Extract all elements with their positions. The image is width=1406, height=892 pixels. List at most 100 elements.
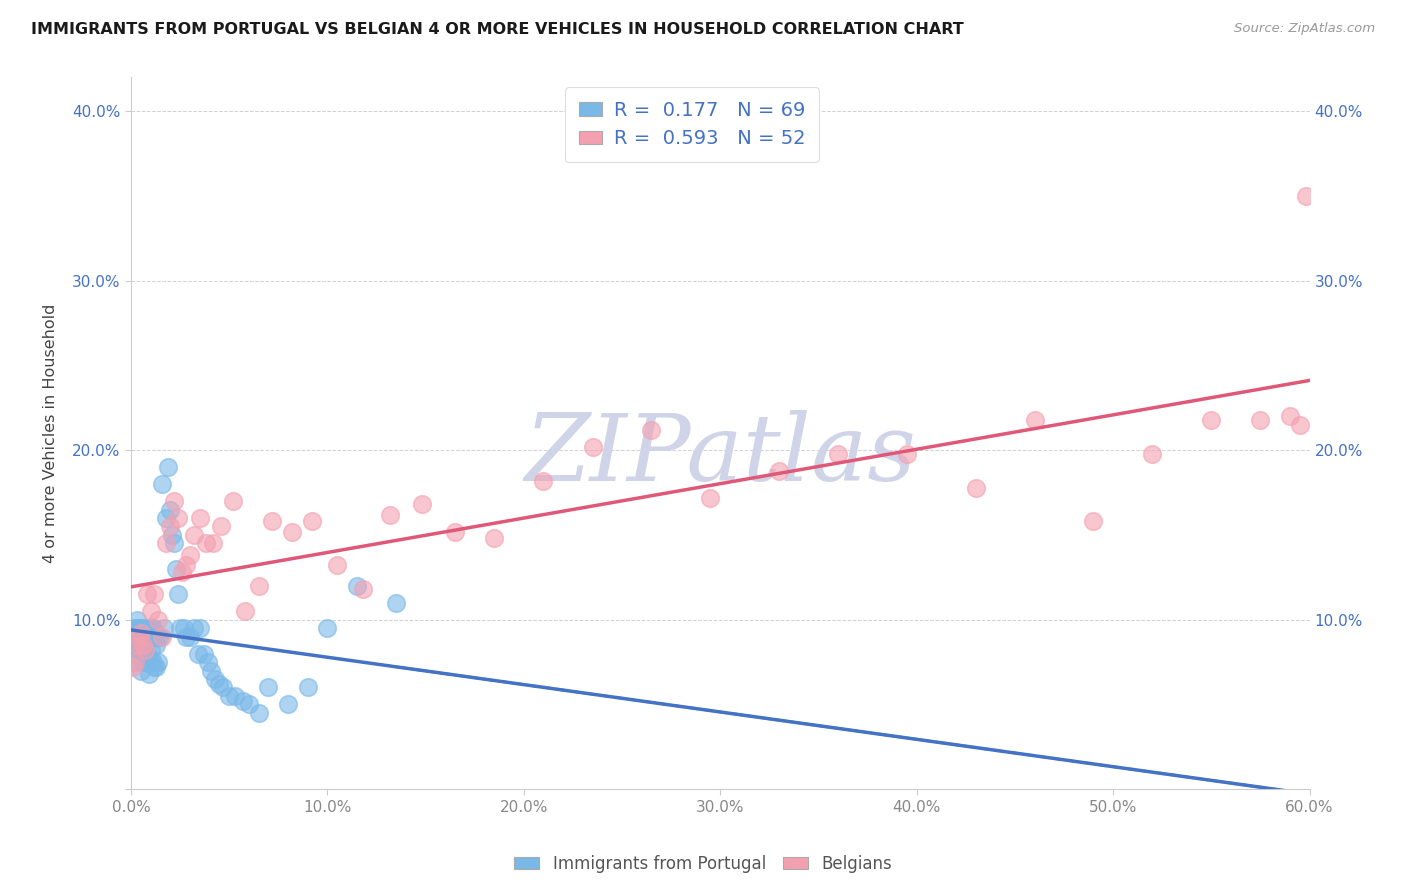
Point — [222, 494, 245, 508]
Point — [163, 494, 186, 508]
Point — [135, 621, 157, 635]
Point — [134, 630, 156, 644]
Point — [1201, 413, 1223, 427]
Point — [193, 647, 215, 661]
Point — [768, 464, 790, 478]
Point — [125, 638, 148, 652]
Point — [1024, 413, 1046, 427]
Point — [132, 626, 155, 640]
Point — [132, 638, 155, 652]
Point — [247, 706, 270, 720]
Point — [277, 698, 299, 712]
Legend: R =  0.177   N = 69, R =  0.593   N = 52: R = 0.177 N = 69, R = 0.593 N = 52 — [565, 87, 818, 162]
Point — [174, 630, 197, 644]
Point — [224, 689, 246, 703]
Point — [965, 481, 987, 495]
Point — [1249, 413, 1271, 427]
Point — [153, 621, 176, 635]
Point — [188, 621, 211, 635]
Point — [640, 423, 662, 437]
Point — [145, 660, 167, 674]
Text: ZIPatlas: ZIPatlas — [524, 409, 917, 500]
Point — [132, 638, 155, 652]
Point — [128, 643, 150, 657]
Point — [581, 440, 603, 454]
Point — [209, 519, 232, 533]
Point — [139, 604, 162, 618]
Point — [138, 650, 160, 665]
Point — [179, 549, 201, 563]
Point — [128, 621, 150, 635]
Point — [124, 630, 146, 644]
Point — [163, 536, 186, 550]
Point — [896, 447, 918, 461]
Point — [238, 698, 260, 712]
Point — [187, 647, 209, 661]
Point — [129, 664, 152, 678]
Point — [124, 655, 146, 669]
Point — [444, 524, 467, 539]
Point — [148, 613, 170, 627]
Point — [247, 579, 270, 593]
Point — [145, 638, 167, 652]
Point — [134, 621, 156, 635]
Point — [326, 558, 349, 573]
Point — [281, 524, 304, 539]
Point — [232, 694, 254, 708]
Point — [129, 626, 152, 640]
Point — [129, 633, 152, 648]
Point — [134, 647, 156, 661]
Point — [301, 515, 323, 529]
Point — [170, 566, 193, 580]
Point — [125, 647, 148, 661]
Point — [138, 667, 160, 681]
Point — [157, 460, 180, 475]
Point — [150, 477, 173, 491]
Point — [194, 536, 217, 550]
Point — [143, 660, 166, 674]
Point — [139, 621, 162, 635]
Point — [218, 689, 240, 703]
Point — [257, 681, 280, 695]
Point — [134, 643, 156, 657]
Text: Source: ZipAtlas.com: Source: ZipAtlas.com — [1234, 22, 1375, 36]
Point — [155, 511, 177, 525]
Point — [160, 528, 183, 542]
Point — [167, 511, 190, 525]
Point — [124, 655, 146, 669]
Point — [297, 681, 319, 695]
Point — [173, 621, 195, 635]
Point — [122, 638, 145, 652]
Point — [122, 660, 145, 674]
Point — [1288, 417, 1310, 432]
Point — [179, 630, 201, 644]
Point — [202, 536, 225, 550]
Point — [188, 511, 211, 525]
Point — [125, 621, 148, 635]
Point — [533, 474, 555, 488]
Point — [135, 633, 157, 648]
Point — [183, 621, 205, 635]
Point — [128, 630, 150, 644]
Text: IMMIGRANTS FROM PORTUGAL VS BELGIAN 4 OR MORE VEHICLES IN HOUSEHOLD CORRELATION : IMMIGRANTS FROM PORTUGAL VS BELGIAN 4 OR… — [31, 22, 963, 37]
Legend: Immigrants from Portugal, Belgians: Immigrants from Portugal, Belgians — [508, 848, 898, 880]
Point — [183, 528, 205, 542]
Point — [233, 604, 256, 618]
Point — [380, 508, 402, 522]
Point — [165, 562, 187, 576]
Point — [1142, 447, 1164, 461]
Point — [204, 672, 226, 686]
Point — [484, 532, 506, 546]
Point — [212, 681, 235, 695]
Point — [122, 621, 145, 635]
Point — [155, 536, 177, 550]
Point — [129, 621, 152, 635]
Point — [139, 621, 162, 635]
Point — [150, 630, 173, 644]
Point — [132, 655, 155, 669]
Point — [135, 655, 157, 669]
Point — [135, 587, 157, 601]
Point — [827, 447, 849, 461]
Point — [1083, 515, 1105, 529]
Point — [141, 621, 163, 635]
